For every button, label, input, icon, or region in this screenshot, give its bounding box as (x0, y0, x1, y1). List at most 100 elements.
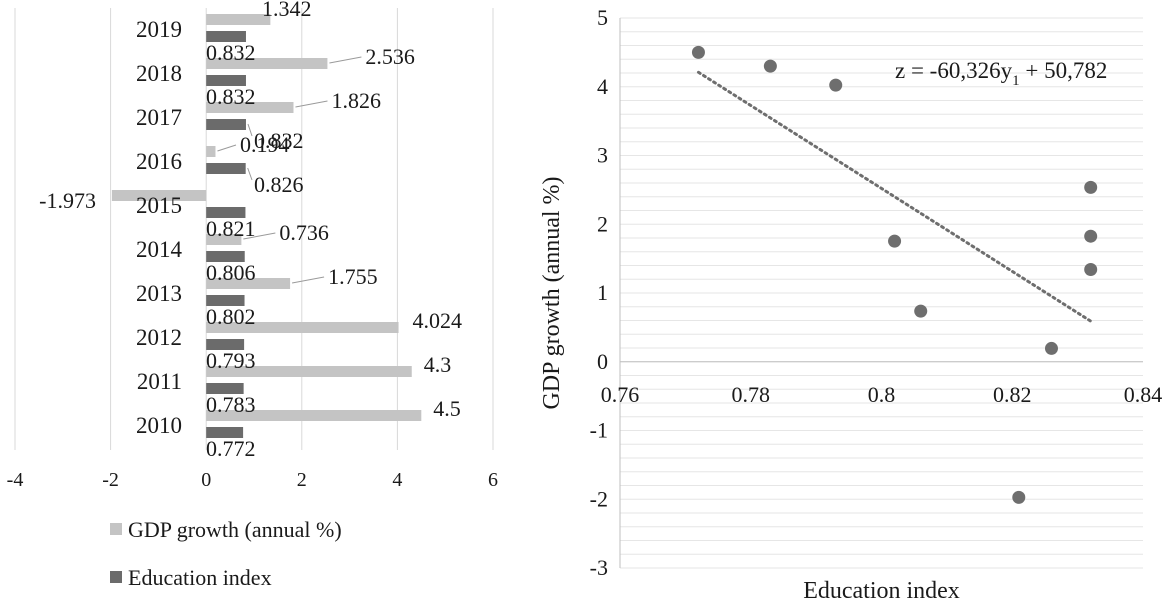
equation-suffix: + 50,782 (1020, 58, 1108, 83)
equation-subscript: 1 (1012, 73, 1020, 89)
scatter-y-axis-label: GDP growth (annual %) (539, 176, 565, 409)
scatter-point (888, 234, 902, 248)
scatter-point (1084, 262, 1098, 276)
scatter-y-tick-label: 3 (597, 143, 608, 168)
scatter-gridlines (620, 17, 1143, 569)
bar-education-data-label: 0.832 (206, 40, 256, 65)
bar-gdp-data-label: 4.5 (433, 396, 461, 421)
scatter-y-tick-label: -2 (590, 486, 608, 511)
bar-category-label: 2015 (136, 193, 182, 218)
bar-education-label-leader (247, 123, 253, 137)
scatter-tick-labels: -3 -2 -1 0 1 2 3 4 5 0.76 0.78 0.8 0.82 0.84 (590, 5, 1163, 580)
bar-education-index (206, 119, 246, 130)
bar-x-tick-label: 4 (392, 469, 402, 491)
bar-education-index (206, 339, 245, 350)
bar-education-index (206, 75, 246, 86)
scatter-y-tick-label: 1 (597, 280, 608, 305)
scatter-point (914, 304, 928, 318)
equation-prefix: z = -60,326y (895, 58, 1013, 83)
bar-chart-marks (111, 14, 422, 438)
bar-gdp-data-label: 0.194 (240, 132, 290, 157)
bar-education-index (206, 383, 244, 394)
scatter-x-axis-label: Education index (803, 578, 960, 604)
bar-gdp-label-leader (291, 276, 325, 284)
bar-gdp-growth (206, 14, 271, 25)
bar-gdp-data-label: 2.536 (365, 44, 415, 69)
bar-gdp-label-leader (217, 144, 237, 152)
scatter-x-tick-label: 0.78 (732, 382, 771, 407)
bar-gdp-label-leader (243, 232, 276, 240)
scatter-point (1044, 341, 1058, 355)
bar-gdp-data-label: 1.826 (331, 88, 381, 113)
bar-education-data-label: 0.793 (206, 348, 256, 373)
bar-education-index (206, 163, 246, 174)
bar-education-data-label: 0.802 (206, 304, 256, 329)
scatter-point (829, 78, 843, 92)
bar-chart-legend: GDP growth (annual %) Education index (110, 517, 342, 590)
bar-gdp-label-leader (295, 100, 328, 108)
bar-chart: 20104.50.77220114.30.78320124.0240.79320… (7, 0, 498, 590)
bar-chart-labels: 2010 4.5 0.772 2011 4.3 0.783 2012 4.024 0.793 20… (39, 0, 462, 461)
bar-education-index (206, 207, 246, 218)
scatter-x-tick-label: 0.76 (601, 382, 640, 407)
bar-gdp-growth (206, 102, 294, 113)
scatter-x-tick-label: 0.8 (868, 382, 896, 407)
bar-gdp-growth (111, 190, 207, 201)
bar-education-index (206, 251, 245, 262)
scatter-point (1084, 229, 1098, 243)
bar-education-index (206, 31, 246, 42)
bar-gdp-growth (206, 410, 422, 421)
bar-gdp-growth (206, 366, 412, 377)
scatter-trendline-group (696, 70, 1093, 323)
bar-x-tick-label: 2 (297, 469, 307, 491)
bar-education-data-label: 0.832 (254, 128, 304, 153)
bar-education-label-leader (247, 167, 253, 181)
bar-category-label: 2017 (136, 105, 182, 130)
bar-category-label: 2011 (137, 369, 182, 394)
bar-gdp-data-label: 1.755 (328, 264, 378, 289)
legend-label-gdp: GDP growth (annual %) (128, 517, 342, 542)
bar-gdp-growth (206, 234, 242, 245)
bar-education-data-label: 0.772 (206, 436, 256, 461)
bar-chart-x-ticks: -4 -2 0 2 4 6 (7, 469, 498, 491)
scatter-y-tick-label: 2 (597, 211, 608, 236)
scatter-y-tick-label: 4 (597, 74, 608, 99)
bar-education-index (206, 427, 244, 438)
bar-education-data-label: 0.806 (206, 260, 256, 285)
scatter-points (691, 45, 1098, 504)
bar-x-tick-label: -2 (102, 469, 119, 491)
bar-education-data-label: 0.821 (206, 216, 256, 241)
bar-gdp-data-label: -1.973 (39, 188, 96, 213)
scatter-trendline (696, 70, 1093, 323)
bar-gdp-growth (206, 322, 399, 333)
bar-category-label: 2010 (136, 413, 182, 438)
scatter-point (691, 45, 705, 59)
bar-category-label: 2018 (136, 61, 182, 86)
bar-gdp-data-label: 1.342 (262, 0, 312, 21)
bar-education-data-label: 0.832 (206, 84, 256, 109)
bar-gdp-growth (206, 278, 291, 289)
scatter-y-tick-label: 0 (597, 349, 608, 374)
scatter-point (1012, 490, 1026, 504)
bar-x-tick-label: 6 (488, 469, 498, 491)
scatter-point (763, 59, 777, 73)
legend-label-education: Education index (128, 565, 272, 590)
bar-gdp-growth (206, 58, 328, 69)
bar-gdp-data-label: 4.024 (413, 308, 463, 333)
scatter-x-tick-label: 0.84 (1124, 382, 1163, 407)
bar-x-tick-label: 0 (201, 469, 211, 491)
bar-education-data-label: 0.783 (206, 392, 256, 417)
scatter-point (1084, 180, 1098, 194)
bar-gdp-growth (206, 146, 216, 157)
bar-gdp-label-leader (329, 56, 362, 64)
scatter-y-tick-label: 5 (597, 5, 608, 30)
scatter-axes (619, 18, 1143, 568)
bar-education-data-label: 0.826 (254, 172, 304, 197)
bar-x-tick-label: -4 (7, 469, 24, 491)
bar-education-index (206, 295, 245, 306)
bar-category-label: 2019 (136, 17, 182, 42)
scatter-y-tick-label: -1 (590, 418, 608, 443)
legend-swatch-gdp (110, 523, 122, 535)
legend-swatch-education (110, 571, 122, 583)
